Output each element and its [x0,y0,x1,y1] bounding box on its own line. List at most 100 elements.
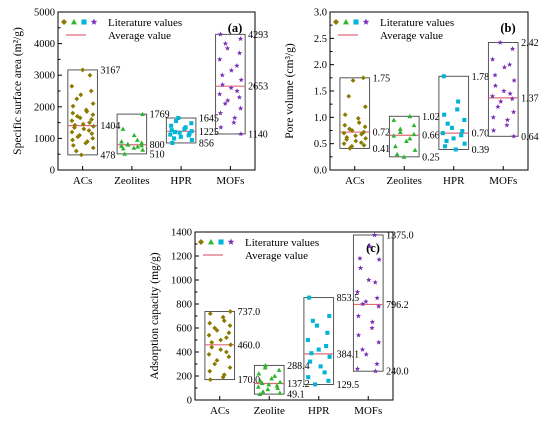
data-point [218,347,224,352]
data-point [228,67,235,73]
data-point [324,343,329,349]
y-tick-label: 0 [50,166,55,177]
data-point [460,128,465,134]
x-tick-label: Zeolite [254,405,285,417]
range-box [165,117,197,144]
range-box [303,297,335,385]
data-point [260,389,266,394]
data-point [78,92,84,98]
data-point [277,390,283,395]
data-point [394,151,400,157]
data-point [341,130,347,136]
range-box [487,42,519,137]
data-point [462,117,467,123]
data-point [88,88,94,94]
data-point [189,121,194,126]
max-value-label: 1645 [199,114,219,125]
chart-panel: 0 1000 2000 3000 4000 5000 Specific surface ar… [12,8,268,188]
y-tick-label: 1400 [171,228,192,239]
data-point [309,351,314,356]
data-point [510,109,517,115]
data-point [139,142,144,148]
data-point [314,323,319,328]
legend-label-average: Average value [245,250,308,262]
data-point [225,97,231,103]
data-point [220,314,226,320]
min-value-label: 0.25 [422,152,440,163]
data-point [259,380,265,386]
max-value-label: 1.78 [472,72,490,83]
y-tick-label: 1000 [171,276,192,287]
avg-value-label: 0.66 [422,131,440,142]
y-tick-label: 2000 [34,102,55,113]
data-point [344,137,350,142]
data-point [440,131,445,136]
data-point [75,134,81,140]
data-point [327,354,332,359]
data-point [489,56,496,62]
data-point [218,124,224,130]
data-point [407,136,413,141]
legend-marker [208,239,214,245]
data-point [217,31,223,37]
y-axis-label: Adsorption capacity (mg/g) [149,252,161,379]
data-point [404,138,409,143]
data-point [363,298,369,304]
data-point [442,144,448,149]
data-point [356,120,362,125]
data-point [234,62,240,68]
data-point [217,110,224,116]
range-box [339,77,371,149]
panel-label: (b) [500,21,515,35]
data-point [355,115,361,121]
max-value-label: 853.5 [337,293,360,304]
data-point [217,91,223,97]
data-point [89,131,95,137]
data-point [212,361,218,367]
data-point [238,105,244,111]
max-value-label: 1375.0 [386,231,414,242]
data-point [504,117,511,123]
data-point [442,112,447,117]
data-point [456,99,461,104]
data-point [69,83,75,89]
data-point [313,382,318,387]
legend-marker [90,18,98,25]
data-point [119,139,124,144]
data-point [397,129,403,134]
legend-marker [218,239,224,245]
data-point [444,138,449,144]
data-point [412,147,418,152]
avg-value-label: 137.2 [287,379,310,390]
data-point [70,137,75,143]
data-point [492,72,498,78]
data-point [169,123,174,128]
y-axis-label: Specific surface area (m²/g) [12,27,24,155]
data-point [275,385,280,390]
data-point [265,386,271,392]
data-point [262,365,268,370]
data-point [218,337,224,343]
data-point [219,72,225,78]
data-point [411,122,417,128]
data-point [212,325,218,331]
data-point [327,313,332,319]
data-point [511,77,517,83]
data-point [501,64,508,70]
y-axis-label: Pore volume (cm³/g) [284,43,296,139]
data-point [353,133,358,139]
data-point [207,320,213,326]
data-point [84,139,90,144]
data-point [177,130,182,135]
x-tick-label: HPR [443,175,465,187]
min-value-label: 129.5 [337,380,360,391]
data-point [376,256,382,262]
legend-marker [362,18,370,25]
legend-marker [61,19,67,25]
data-point [186,133,191,138]
data-point [274,383,280,388]
min-value-label: 240.0 [386,367,409,378]
data-point [209,344,215,350]
min-value-label: 0.64 [521,132,539,143]
data-point [322,370,327,375]
